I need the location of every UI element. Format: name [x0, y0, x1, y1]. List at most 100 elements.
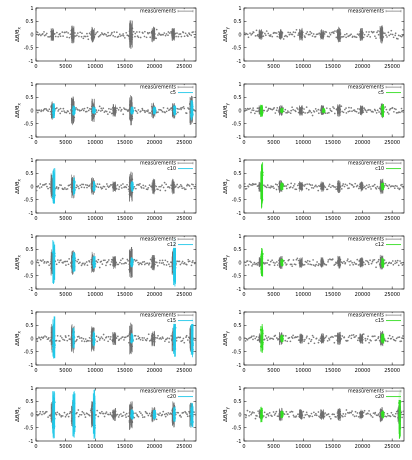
measurement-point [146, 188, 149, 191]
measurement-point [342, 35, 345, 38]
measurement-point [82, 262, 84, 265]
series-point [152, 108, 155, 111]
measurement-point [377, 30, 379, 32]
measurement-point [146, 110, 149, 113]
measurement-point [129, 191, 132, 194]
measurement-point [105, 188, 107, 191]
x-tick-label: 5000 [267, 64, 280, 70]
measurement-point [124, 336, 127, 339]
measurement-point [292, 259, 295, 261]
measurement-point [395, 108, 397, 111]
measurement-point [104, 110, 107, 112]
measurement-point [71, 181, 73, 184]
measurement-point [264, 185, 267, 188]
measurement-point [158, 108, 160, 111]
measurement-point [383, 184, 386, 187]
measurement-point [68, 112, 71, 115]
measurement-point [144, 111, 146, 114]
measurement-point [282, 38, 285, 40]
measurement-point [180, 35, 183, 38]
measurement-point [339, 338, 342, 341]
measurement-point [349, 260, 352, 262]
measurement-point [394, 34, 397, 37]
measurement-point [179, 263, 182, 266]
measurement-point [185, 334, 188, 337]
measurement-point [267, 336, 270, 338]
measurement-point [107, 340, 109, 343]
measurement-point [265, 30, 268, 32]
measurement-point [252, 31, 255, 34]
measurement-point [103, 111, 106, 113]
measurement-point [311, 114, 314, 117]
measurement-point [340, 188, 343, 190]
measurement-point [356, 258, 359, 261]
legend-label-series: c15 [167, 318, 176, 324]
measurement-point [313, 110, 316, 113]
measurement-point [113, 338, 116, 341]
measurement-point [142, 187, 145, 189]
measurement-point [299, 110, 302, 113]
measurement-point [106, 183, 108, 185]
measurement-point [372, 111, 374, 113]
measurement-point [111, 31, 113, 34]
series-point [323, 108, 326, 111]
measurement-point [161, 184, 163, 187]
y-tick-label: -1 [29, 211, 34, 217]
measurement-point [48, 108, 51, 111]
measurement-point [149, 112, 152, 114]
measurement-point [160, 338, 163, 340]
y-axis-label: Δθ/θy [223, 331, 230, 346]
x-tick-label: 0 [242, 216, 245, 222]
measurement-point [61, 31, 64, 34]
measurement-point [390, 33, 392, 36]
measurement-point [191, 261, 193, 264]
measurement-point [305, 32, 308, 35]
measurement-point [304, 338, 306, 341]
measurement-point [258, 262, 261, 264]
measurement-point [247, 36, 250, 39]
measurement-point [189, 102, 191, 105]
measurement-point [111, 184, 113, 186]
measurement-point [177, 111, 179, 114]
measurement-point [106, 113, 109, 116]
measurement-point [351, 184, 354, 186]
measurement-point [139, 262, 142, 265]
measurement-point [194, 110, 196, 113]
measurement-point [329, 258, 331, 260]
measurement-point [341, 36, 344, 38]
x-tick-label: 10000 [295, 292, 311, 298]
measurement-point [175, 35, 177, 38]
measurement-point [65, 336, 67, 339]
measurement-point [276, 264, 279, 266]
measurement-point [391, 106, 394, 109]
y-tick-label: -0.5 [232, 46, 242, 52]
measurement-point [145, 36, 148, 39]
measurement-point [84, 35, 87, 38]
measurement-point [70, 29, 73, 32]
measurement-point [307, 342, 310, 345]
measurement-point [147, 186, 150, 189]
y-tick-label: 1 [238, 6, 241, 12]
measurement-point [45, 32, 48, 35]
measurement-point [77, 262, 80, 265]
measurement-point [286, 183, 289, 186]
measurement-point [140, 263, 143, 266]
measurement-point [401, 337, 403, 339]
measurement-point [267, 107, 270, 110]
measurement-point [383, 259, 386, 261]
measurement-point [50, 30, 52, 33]
measurement-point [306, 111, 309, 114]
measurement-point [120, 108, 123, 111]
measurement-point [79, 31, 82, 34]
y-tick-label: -1 [237, 363, 242, 369]
measurement-point [155, 37, 158, 40]
measurement-point [167, 31, 170, 33]
measurement-point [344, 183, 347, 186]
x-tick-label: 5000 [267, 292, 280, 298]
measurement-point [120, 259, 122, 262]
x-tick-label: 10000 [87, 368, 103, 374]
measurement-point [356, 339, 359, 342]
measurement-point [148, 262, 151, 265]
measurement-point [276, 35, 279, 38]
measurement-point [36, 261, 38, 264]
